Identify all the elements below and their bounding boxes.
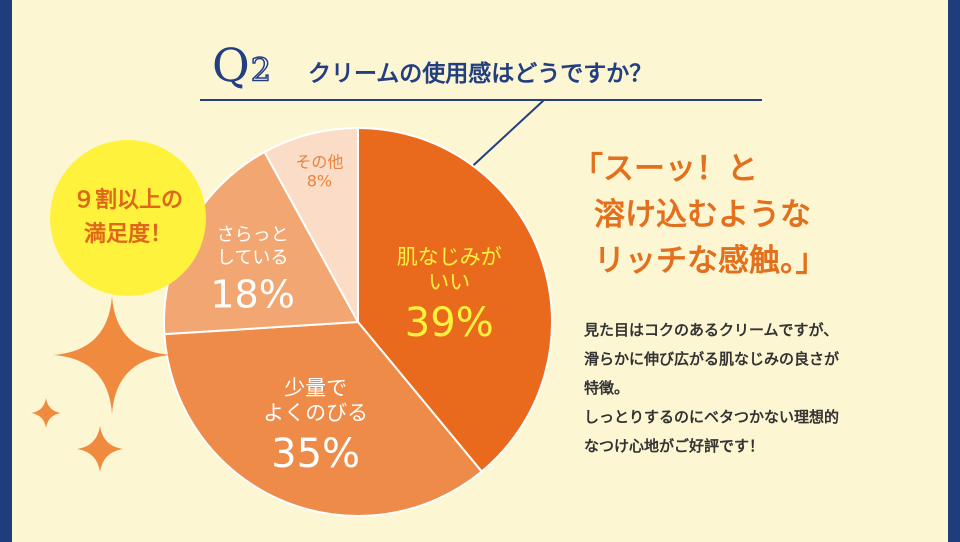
headline-line-1: 「スーッ！と: [572, 151, 758, 187]
slice-name-label: 肌なじみが: [397, 245, 502, 269]
pie-slice: [163, 320, 484, 517]
description-line-5: なつけ心地がご好評です！: [584, 437, 765, 455]
slice-name-label: さらっと: [217, 224, 289, 245]
question-text: クリームの使用感はどうですか？: [308, 61, 653, 87]
slice-name-label: 少量で: [284, 376, 347, 400]
slice-name-label: よくのびる: [263, 401, 368, 425]
slice-percent-label: 35%: [271, 431, 360, 477]
question-heading: Q2 クリームの使用感はどうですか？: [212, 38, 772, 98]
headline-line-3: リッチな感触。」: [594, 243, 827, 279]
callout-pointer: [463, 99, 545, 175]
sparkle-large-icon: [53, 296, 171, 414]
slice-percent-label: 8%: [307, 171, 332, 190]
description-line-2: 滑らかに伸び広がる肌なじみの良さが: [584, 350, 840, 368]
slice-percent-label: 18%: [210, 272, 294, 316]
badge-line-1: ９割以上の: [72, 188, 183, 213]
sparkle-medium-icon: [77, 426, 123, 472]
headline-line-2: 溶け込むような: [594, 197, 811, 233]
question-mark-label: Q2: [212, 38, 273, 92]
slice-name-label: している: [217, 247, 288, 268]
slice-name-label: いい: [428, 270, 470, 294]
slice-name-label: その他: [295, 152, 343, 171]
badge-line-2: 満足度！: [83, 222, 172, 247]
pie-slices: [163, 126, 553, 517]
description-line-1: 見た目はコクのあるクリームですが、: [584, 321, 839, 339]
description-line-4: しっとりするのにベタつかない理想的: [584, 408, 840, 426]
sparkle-small-icon: [31, 398, 61, 428]
description-text: 見た目はコクのあるクリームですが、 滑らかに伸び広がる肌なじみの良さが 特徴。 …: [584, 316, 924, 461]
pie-slice: [263, 126, 359, 323]
pie-slice: [357, 126, 553, 473]
satisfaction-badge: ９割以上の 満足度！: [50, 140, 206, 296]
headline-quote: 「スーッ！と 溶け込むような リッチな感触。」: [572, 146, 932, 284]
slice-percent-label: 39%: [405, 300, 494, 346]
description-line-3: 特徴。: [584, 379, 630, 397]
callout-line: [200, 99, 762, 175]
sparkle-decoration: [31, 296, 171, 472]
survey-panel: Q2 クリームの使用感はどうですか？ 肌なじみが いい 39% 少量で よくのびる 35%…: [12, 0, 948, 542]
